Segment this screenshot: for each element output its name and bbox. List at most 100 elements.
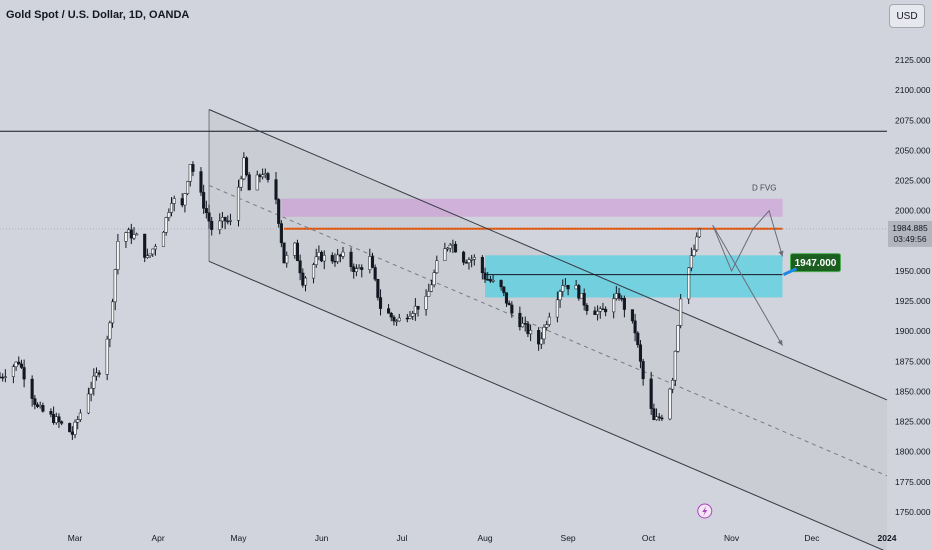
candle-body	[507, 302, 511, 306]
candle-body	[258, 174, 262, 178]
candle-body	[641, 361, 645, 380]
candle-body	[692, 249, 696, 256]
channel-midline	[208, 184, 888, 477]
y-tick-label: 2100.000	[895, 85, 931, 95]
candle-body	[38, 405, 42, 407]
candle-body	[370, 256, 375, 268]
candle-body	[395, 320, 399, 323]
candle-body	[392, 316, 396, 322]
candle-body	[143, 233, 147, 258]
candle-body	[132, 234, 136, 239]
candle-body	[298, 260, 302, 274]
candle-body	[161, 232, 166, 247]
candle-body	[566, 284, 570, 290]
candle-body	[545, 324, 549, 328]
channel-fill	[209, 109, 887, 550]
candle-body	[357, 267, 361, 269]
candle-body	[341, 251, 345, 257]
candle-body	[22, 367, 26, 380]
candle-body	[563, 284, 567, 287]
channel-upper-line	[208, 109, 888, 401]
candle-body	[582, 293, 586, 306]
candle-body	[368, 256, 372, 270]
candle-body	[204, 208, 208, 214]
candle-body	[191, 164, 195, 172]
candle-body	[41, 405, 45, 412]
current-price-countdown: 03:49:56	[893, 234, 926, 244]
candle-body	[169, 203, 174, 213]
candle-body	[202, 192, 206, 209]
candle-body	[314, 256, 318, 265]
candle-body	[596, 311, 600, 315]
y-tick-label: 2075.000	[895, 115, 931, 125]
chart-title: Gold Spot / U.S. Dollar, 1D, OANDA	[6, 9, 190, 21]
candle-body	[261, 174, 265, 178]
candle-body	[601, 308, 605, 311]
projection-path-down-arrowhead	[777, 339, 783, 346]
candle-body	[151, 248, 155, 255]
y-tick-label: 2000.000	[895, 206, 931, 216]
candle-body	[226, 220, 230, 223]
candle-body	[539, 338, 543, 345]
candle-body	[687, 267, 691, 300]
candle-body	[424, 296, 428, 310]
currency-button[interactable]: USD	[889, 4, 925, 28]
candle-body	[244, 157, 249, 175]
candle-body	[454, 243, 458, 253]
y-tick-label: 1775.000	[895, 477, 931, 487]
candle-body	[617, 293, 621, 299]
x-tick-label: Nov	[724, 533, 740, 543]
candle-body	[186, 181, 190, 194]
current-price-tag	[888, 220, 932, 247]
x-tick-label: May	[230, 533, 247, 543]
candle-body	[1, 376, 5, 379]
candle-body	[116, 241, 120, 270]
candle-body	[435, 260, 439, 273]
candle-body	[218, 220, 222, 230]
candle-body	[199, 171, 203, 193]
candle-body	[689, 255, 693, 269]
fvg-label: D FVG	[752, 184, 776, 193]
x-tick-label: Sep	[561, 533, 576, 543]
x-tick-label: Aug	[477, 533, 492, 543]
candle-body	[652, 408, 656, 421]
candle-body	[148, 253, 152, 256]
candle-body	[0, 376, 2, 379]
lightning-bolt	[702, 506, 708, 516]
candle-body	[35, 404, 40, 407]
candle-body	[52, 414, 56, 423]
candle-body	[207, 212, 211, 222]
candle-body	[113, 269, 117, 303]
candle-body	[360, 267, 364, 270]
candle-body	[555, 299, 559, 318]
candle-body	[668, 388, 672, 420]
candle-body	[301, 272, 305, 286]
candle-body	[54, 416, 58, 423]
candle-body	[612, 298, 616, 313]
candle-body	[671, 379, 675, 390]
candle-body	[649, 378, 653, 409]
candle-body	[574, 285, 578, 290]
candle-body	[448, 244, 452, 249]
candle-body	[330, 255, 334, 262]
candle-body	[636, 332, 640, 346]
candle-body	[387, 308, 391, 314]
x-tick-label: Jun	[315, 533, 329, 543]
candle-body	[180, 198, 184, 206]
candle-body	[470, 259, 474, 261]
candle-body	[19, 363, 23, 368]
candle-body	[673, 350, 677, 381]
candle-body	[654, 416, 659, 421]
candle-body	[443, 248, 447, 261]
candle-body	[322, 255, 326, 262]
candle-body	[33, 398, 37, 405]
x-tick-label: Jul	[397, 533, 408, 543]
candle-body	[188, 164, 192, 182]
candle-body	[537, 330, 541, 345]
candle-body	[228, 220, 233, 222]
fvg-zone	[281, 198, 783, 217]
candle-body	[167, 212, 171, 218]
candle-body	[427, 291, 431, 297]
candle-body	[389, 312, 393, 318]
